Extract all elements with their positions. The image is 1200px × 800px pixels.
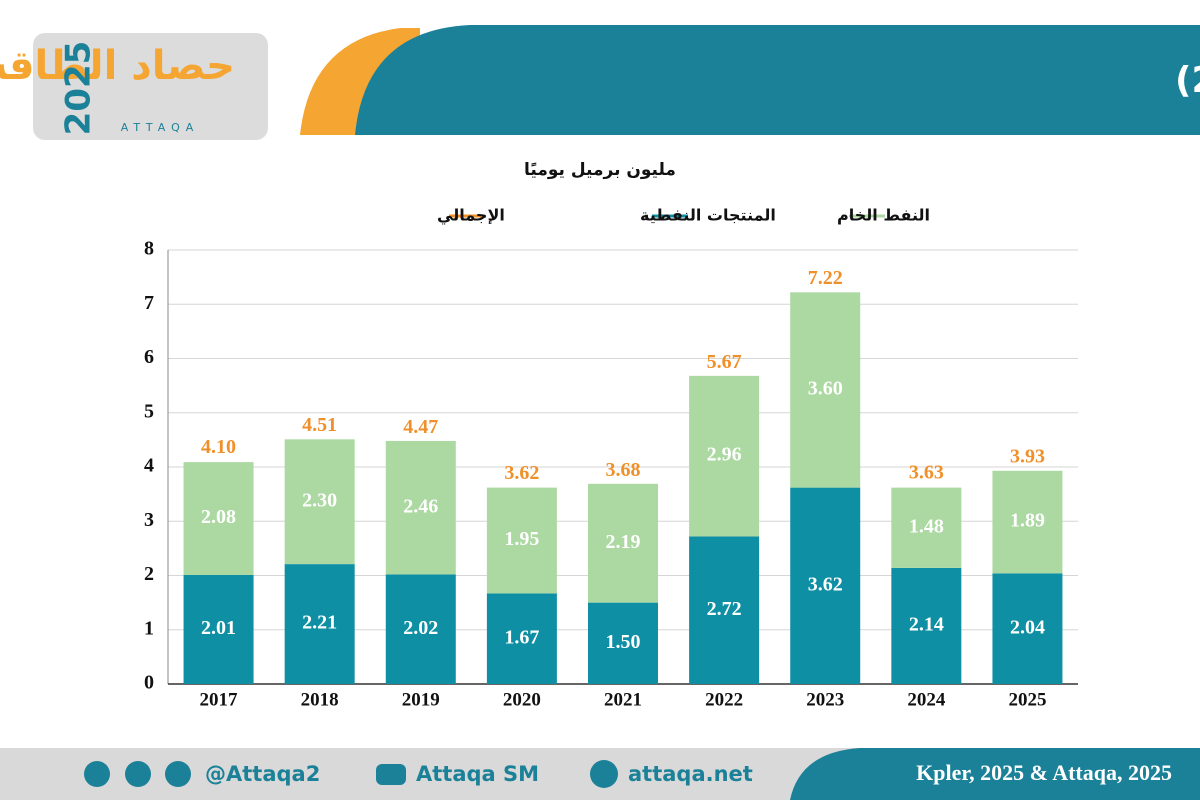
bar-segment [486, 487, 557, 594]
x-tick-label: 2018 [301, 689, 339, 710]
segment-label: 3.60 [808, 378, 843, 400]
bar-segment [183, 574, 254, 684]
segment-label: 2.08 [201, 506, 236, 528]
total-label: 5.67 [707, 351, 742, 373]
bar-segment [385, 440, 456, 575]
total-label: 4.10 [201, 436, 236, 458]
bar-segment [689, 536, 760, 684]
segment-label: 1.48 [909, 515, 944, 537]
total-label: 3.93 [1010, 445, 1045, 467]
bar-segment [790, 292, 861, 488]
segment-label: 2.04 [1010, 616, 1045, 638]
youtube-handle[interactable]: Attaqa SM [416, 762, 539, 786]
bar-segment [992, 470, 1063, 574]
bar-segment [790, 487, 861, 684]
total-label: 3.62 [504, 462, 539, 484]
bar-segment [486, 593, 557, 684]
y-tick-label: 0 [144, 672, 154, 694]
logo-box [33, 33, 268, 140]
bar-segment [891, 567, 962, 684]
footer-accent [790, 748, 1200, 800]
total-label: 7.22 [808, 267, 843, 289]
logo-year: 2025 [59, 41, 99, 136]
segment-label: 1.89 [1010, 510, 1045, 532]
total-label: 4.47 [403, 416, 438, 438]
website[interactable]: attaqa.net [628, 762, 753, 786]
title: تدفقات النفط العالمية عبر قناة السويس (2… [1175, 60, 1200, 101]
bar-segment [689, 375, 760, 537]
plot: 0 1 2 3 4 5 6 7 8 2017 2.01 2.08 4.10 2018 2.21 2.30 4.5… [144, 238, 1078, 710]
bar-segment [183, 462, 254, 575]
segment-label: 1.50 [606, 631, 641, 653]
legend-label: النفط الخام [837, 206, 930, 225]
segment-label: 1.67 [504, 626, 539, 648]
x-tick-label: 2022 [705, 689, 743, 710]
y-tick-label: 4 [144, 455, 154, 477]
x-tick-label: 2017 [200, 689, 239, 710]
bar-segment [588, 483, 658, 603]
legend-label: المنتجات النفطية [640, 206, 776, 225]
segment-label: 2.02 [403, 617, 438, 639]
facebook-icon[interactable] [165, 761, 191, 787]
web-icon[interactable] [590, 760, 618, 788]
x-tick-label: 2025 [1008, 689, 1046, 710]
segment-label: 2.21 [302, 612, 337, 634]
chart-subtitle: مليون برميل يوميًا [524, 160, 676, 180]
twitter-handle[interactable]: @Attaqa2 [205, 762, 320, 786]
y-tick-label: 6 [144, 346, 154, 368]
youtube-icon[interactable] [376, 764, 406, 785]
segment-label: 2.72 [707, 598, 742, 620]
segment-label: 2.46 [403, 495, 438, 517]
y-tick-label: 8 [144, 238, 154, 260]
segment-label: 2.96 [707, 444, 742, 466]
bar-segment [891, 487, 962, 568]
y-tick-label: 5 [144, 400, 154, 422]
x-tick-label: 2021 [604, 689, 642, 710]
total-label: 3.68 [606, 459, 641, 481]
segment-label: 2.30 [302, 489, 337, 511]
segment-label: 3.62 [808, 573, 843, 595]
bar-segment [992, 573, 1063, 684]
bar-segment [385, 574, 456, 684]
segment-label: 2.14 [909, 614, 944, 636]
y-tick-label: 1 [144, 617, 154, 639]
y-tick-label: 7 [144, 292, 154, 314]
total-label: 4.51 [302, 414, 337, 436]
y-tick-label: 2 [144, 563, 154, 585]
legend: النفط الخام المنتجات النفطية الإجمالي [437, 206, 930, 226]
y-tick-label: 3 [144, 509, 154, 531]
total-label: 3.63 [909, 462, 944, 484]
legend-label: الإجمالي [437, 206, 505, 226]
source: Kpler, 2025 & Attaqa, 2025 [916, 760, 1172, 785]
logo-name: حصاد الطاقة [0, 43, 235, 89]
bar-segment [284, 439, 355, 565]
x-tick-label: 2024 [907, 689, 946, 710]
x-tick-label: 2020 [503, 689, 541, 710]
x-icon[interactable] [84, 761, 110, 787]
x-tick-label: 2019 [402, 689, 440, 710]
segment-label: 2.19 [606, 531, 641, 553]
header-band [355, 25, 1200, 135]
x-tick-label: 2023 [806, 689, 844, 710]
instagram-icon[interactable] [125, 761, 151, 787]
bar-segment [588, 602, 658, 684]
logo-brand: ATTAQA [121, 121, 200, 134]
segment-label: 1.95 [504, 528, 539, 550]
bar-segment [284, 564, 355, 684]
segment-label: 2.01 [201, 617, 236, 639]
